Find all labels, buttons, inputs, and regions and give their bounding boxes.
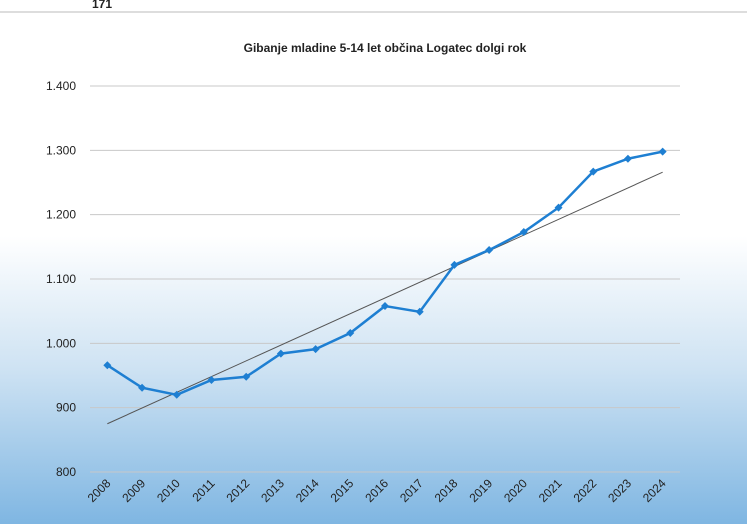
data-point (485, 246, 494, 255)
data-point (658, 147, 667, 156)
y-tick-label: 1.000 (46, 336, 76, 350)
data-point (103, 361, 112, 370)
data-point (207, 376, 216, 385)
data-point (138, 383, 147, 392)
y-tick-label: 800 (56, 465, 76, 479)
data-point (276, 349, 285, 358)
data-point (554, 203, 563, 212)
data-point (381, 302, 389, 311)
data-point (450, 260, 459, 269)
data-point (346, 329, 355, 338)
y-tick-label: 1.400 (46, 79, 76, 93)
data-point (519, 228, 528, 237)
y-tick-label: 1.200 (46, 208, 76, 222)
data-point (623, 154, 632, 163)
data-point (242, 372, 251, 381)
y-tick-label: 1.100 (46, 272, 76, 286)
data-point (172, 390, 181, 399)
data-point (311, 345, 320, 354)
y-tick-label: 1.300 (46, 143, 76, 157)
trend-line (107, 171, 663, 425)
data-point (589, 167, 598, 176)
y-tick-label: 900 (56, 401, 76, 415)
data-point (415, 307, 424, 316)
chart-title: Gibanje mladine 5-14 let občina Logatec … (244, 41, 527, 55)
page-number: 171 (92, 0, 112, 11)
